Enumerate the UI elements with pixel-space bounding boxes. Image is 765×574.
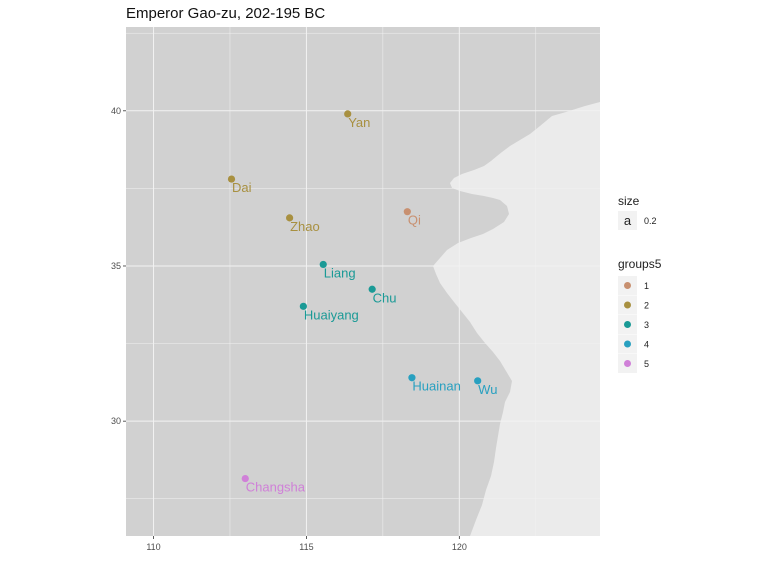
size-legend-title: size <box>618 194 640 208</box>
x-tick-label: 115 <box>299 542 313 552</box>
place-label-liang: Liang <box>324 265 356 280</box>
groups-legend-label-3: 3 <box>644 320 649 330</box>
groups-legend-label-2: 2 <box>644 301 649 311</box>
size-legend-key: a <box>624 213 632 228</box>
place-label-wu: Wu <box>478 382 497 397</box>
x-tick-label: 110 <box>146 542 160 552</box>
y-tick-label: 30 <box>111 416 121 426</box>
groups-legend-swatch-3 <box>624 321 631 328</box>
place-label-huaiyang: Huaiyang <box>304 307 359 322</box>
groups-legend-swatch-5 <box>624 360 631 367</box>
groups-legend-title: groups5 <box>618 257 662 271</box>
groups-legend-label-4: 4 <box>644 340 649 350</box>
place-label-qi: Qi <box>408 213 421 228</box>
place-label-zhao: Zhao <box>290 219 320 234</box>
y-tick-label: 40 <box>111 106 121 116</box>
place-label-huainan: Huainan <box>412 379 460 394</box>
groups-legend-label-5: 5 <box>644 359 649 369</box>
x-tick-label: 120 <box>452 542 467 552</box>
place-label-yan: Yan <box>348 115 370 130</box>
groups-legend-swatch-2 <box>624 302 631 309</box>
map-panel <box>126 27 600 536</box>
size-legend-label: 0.2 <box>644 216 657 226</box>
place-label-chu: Chu <box>373 290 397 305</box>
groups-legend-swatch-4 <box>624 341 631 348</box>
groups-legend-swatch-1 <box>624 282 631 289</box>
y-tick-label: 35 <box>111 261 121 271</box>
legend: size a 0.2 groups5 1 2 3 4 5 <box>618 194 662 373</box>
groups-legend-label-1: 1 <box>644 281 649 291</box>
place-label-dai: Dai <box>232 180 252 195</box>
place-label-changsha: Changsha <box>246 480 306 495</box>
